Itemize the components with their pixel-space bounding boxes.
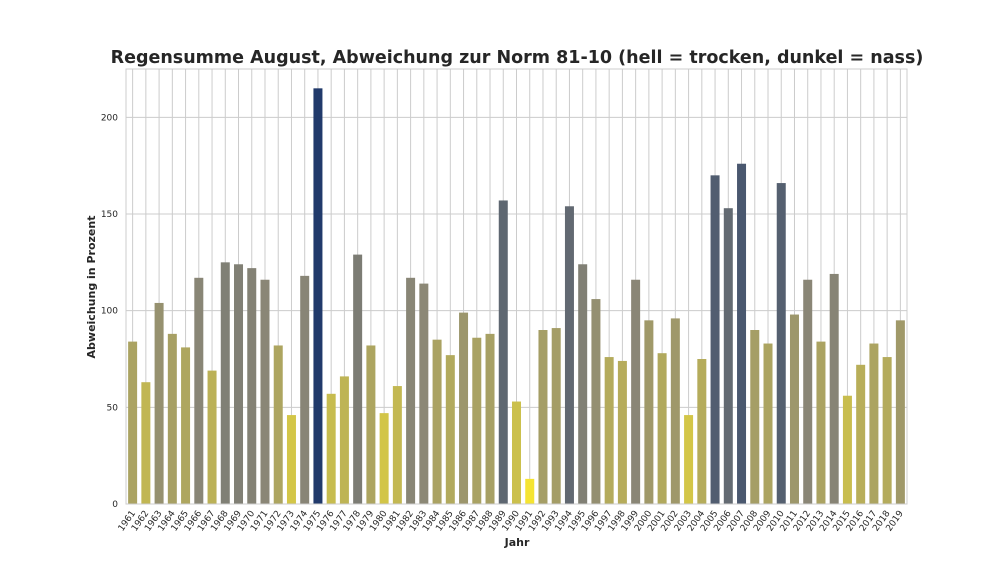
bar-1990 [511, 401, 522, 504]
y-tick-label: 50 [107, 403, 119, 413]
bar-1995 [578, 264, 588, 504]
bar-1971 [260, 279, 270, 504]
bar-1974 [300, 275, 310, 504]
bar-1994 [564, 206, 574, 504]
bar-2007 [737, 163, 747, 504]
y-axis-label: Abweichung in Prozent [85, 216, 98, 359]
bar-1979 [366, 345, 376, 504]
bar-1962 [141, 382, 151, 504]
bar-1999 [631, 279, 641, 504]
y-tick-label: 200 [101, 113, 118, 123]
bar-1993 [551, 328, 561, 504]
x-tick-labels: 1961196219631964196519661967196819691970… [117, 509, 906, 534]
bar-1965 [181, 347, 191, 504]
bar-1988 [485, 333, 495, 504]
bars [128, 88, 905, 505]
bar-1986 [459, 312, 469, 504]
bar-2011 [789, 314, 799, 504]
bar-1978 [353, 254, 363, 504]
bar-1973 [286, 415, 296, 504]
bar-1966 [194, 277, 204, 504]
y-tick-label: 0 [112, 500, 118, 510]
bar-1961 [128, 341, 138, 504]
bar-2012 [803, 279, 813, 504]
bar-1963 [154, 302, 164, 504]
bar-1989 [498, 200, 508, 504]
y-tick-labels: 0 50 100 150 200 [101, 113, 118, 510]
bar-2006 [723, 208, 733, 504]
y-tick-label: 100 [101, 307, 118, 317]
bar-1983 [419, 283, 429, 504]
bar-1967 [207, 370, 217, 504]
bar-2014 [829, 273, 839, 504]
bar-2009 [763, 343, 773, 504]
bar-1964 [167, 333, 177, 504]
bar-1992 [538, 330, 548, 504]
bar-2001 [657, 353, 667, 504]
bar-1998 [617, 360, 627, 504]
bar-1980 [379, 413, 389, 504]
y-tick-label: 150 [101, 210, 118, 220]
bar-1987 [472, 337, 482, 504]
bar-1976 [326, 393, 336, 504]
bar-2016 [856, 364, 866, 504]
bar-1970 [247, 268, 257, 504]
bar-2000 [644, 320, 654, 504]
bar-1969 [234, 264, 244, 504]
bar-2015 [842, 395, 852, 504]
bar-2008 [750, 330, 760, 504]
bar-2013 [816, 341, 826, 504]
bar-1985 [445, 355, 455, 504]
bar-1972 [273, 345, 283, 504]
bar-1977 [339, 376, 349, 504]
bar-2005 [710, 175, 720, 505]
bar-1981 [392, 386, 402, 504]
bar-1991 [525, 478, 535, 504]
bar-2010 [776, 183, 786, 505]
bar-2017 [869, 343, 879, 504]
bar-1996 [591, 299, 601, 504]
x-axis-label: Jahr [504, 536, 530, 549]
bar-2003 [684, 415, 694, 504]
bar-1968 [220, 262, 230, 504]
chart-title: Regensumme August, Abweichung zur Norm 8… [111, 48, 924, 68]
bar-2004 [697, 359, 707, 504]
bar-2018 [882, 357, 892, 504]
bar-1975 [313, 88, 323, 504]
plot-frame [125, 68, 908, 505]
bar-1982 [406, 277, 416, 504]
bar-1984 [432, 339, 442, 504]
bar-2002 [670, 318, 680, 504]
bar-1997 [604, 357, 614, 504]
bar-2019 [895, 320, 905, 504]
